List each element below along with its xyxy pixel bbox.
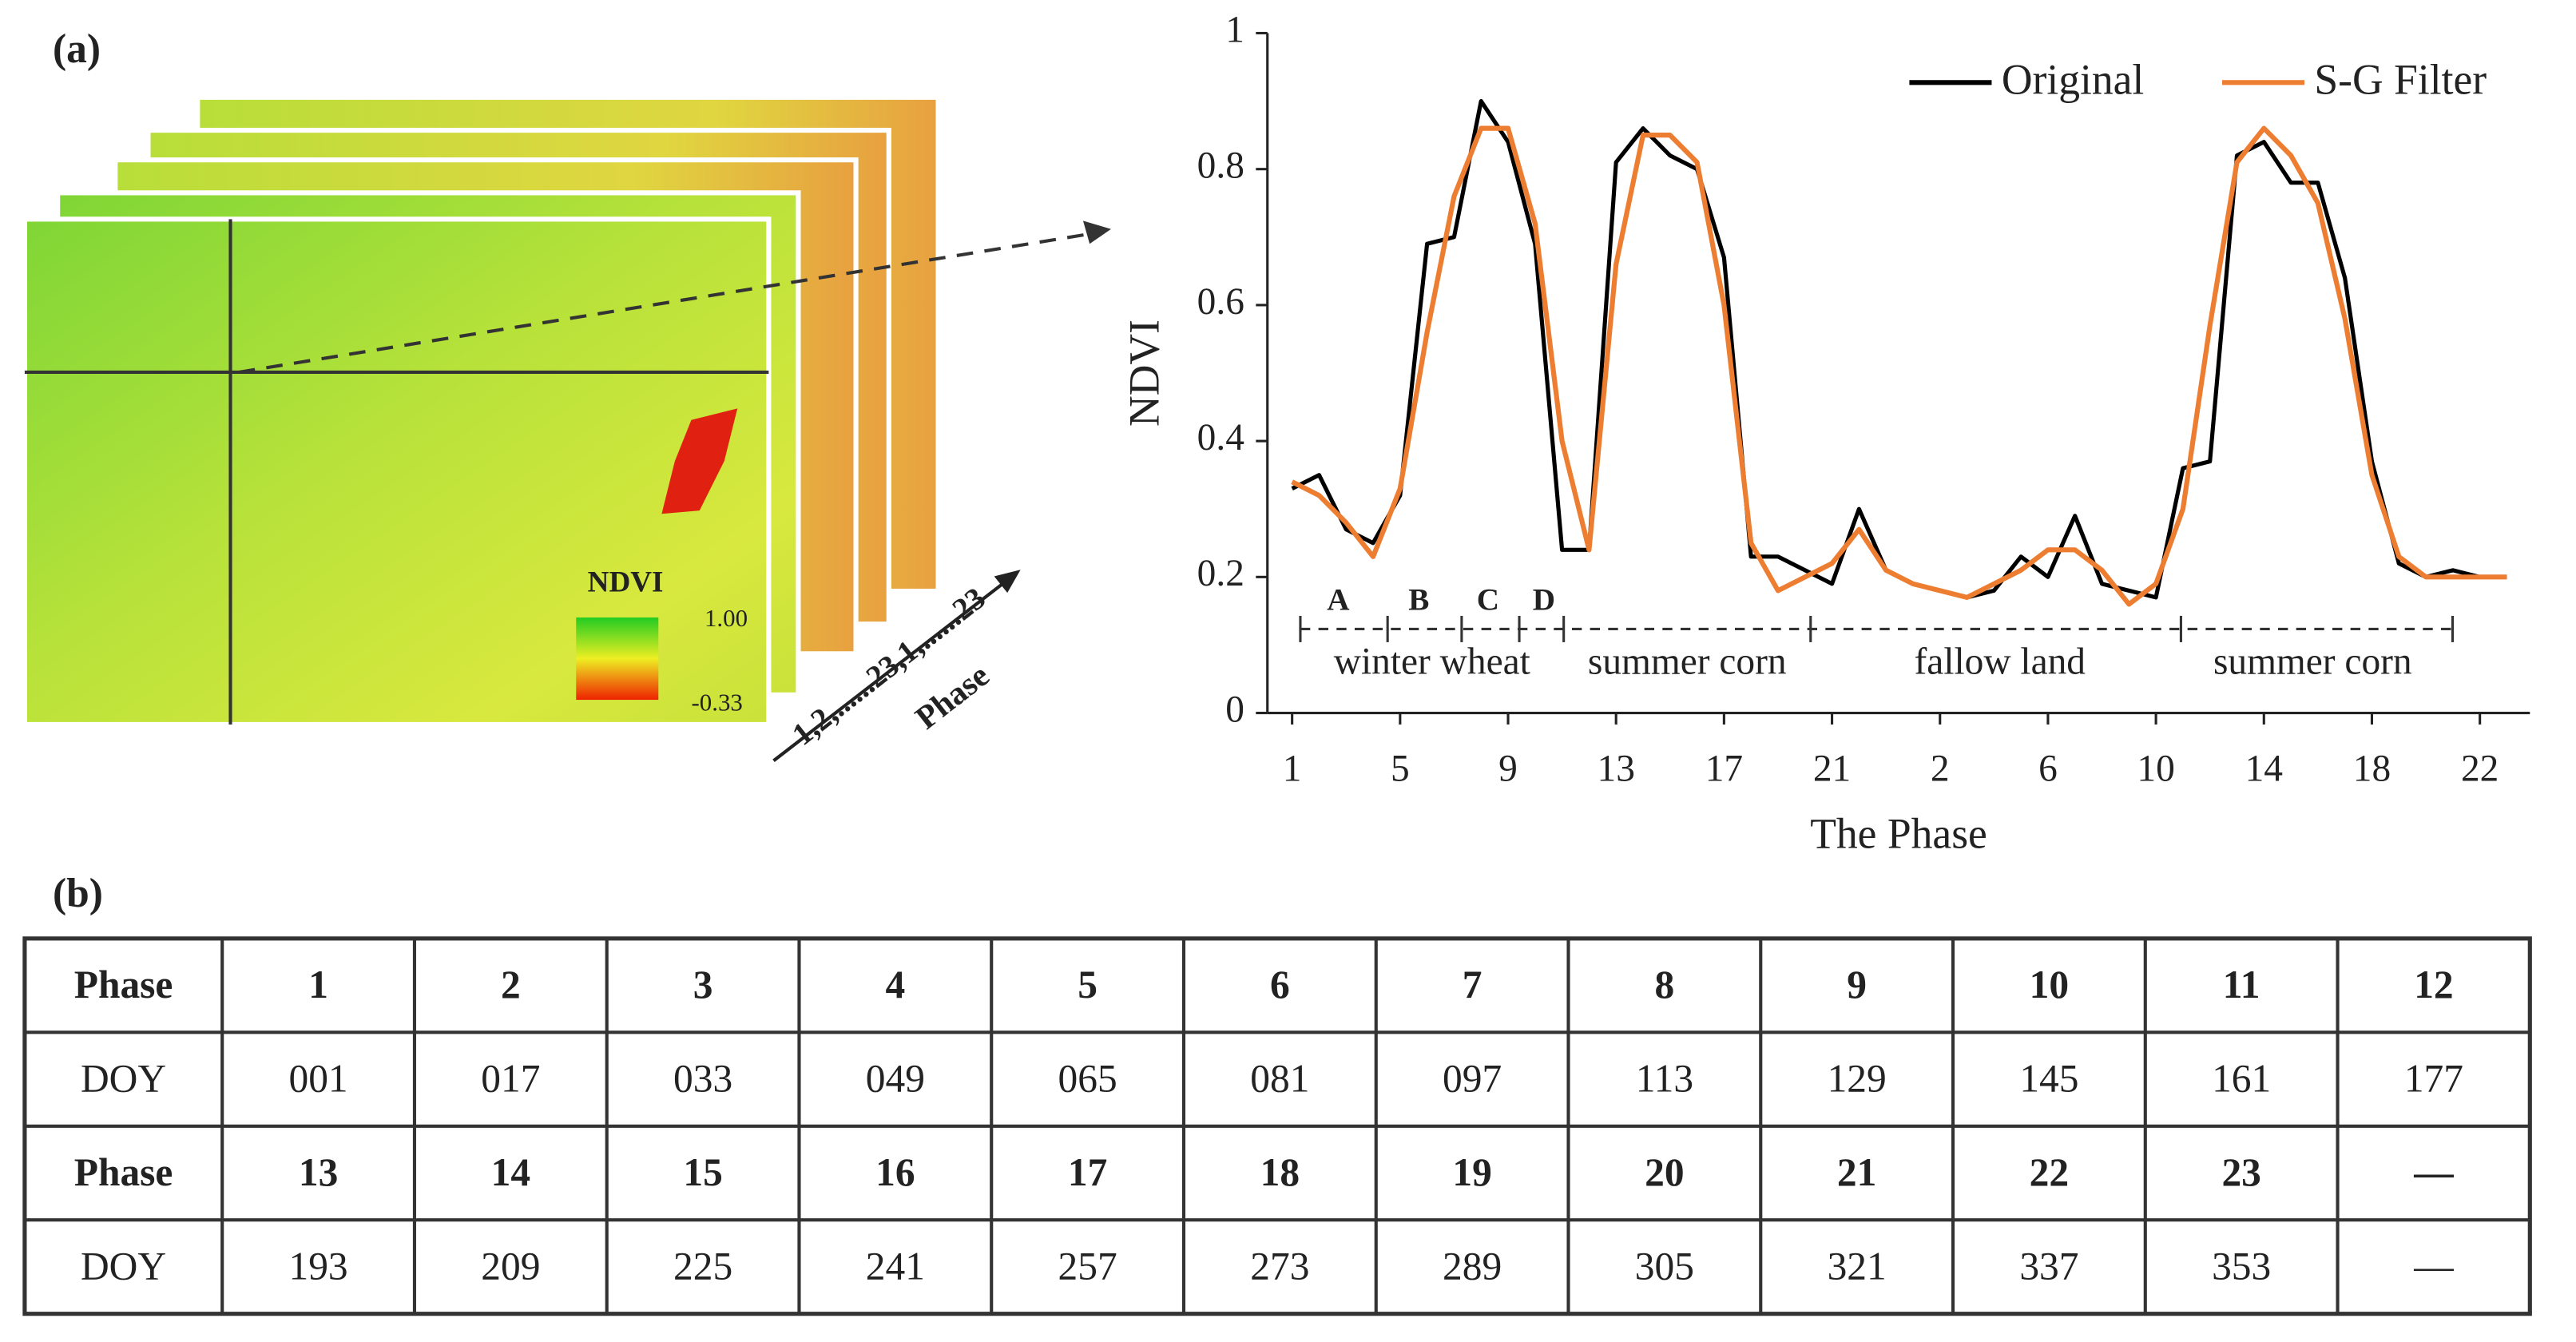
colorbar-min: -0.33 (691, 688, 742, 716)
x-tick-label: 1 (1283, 748, 1302, 790)
table-cell: — (2413, 1150, 2454, 1194)
table-cell: DOY (81, 1057, 166, 1101)
stage-label: A (1327, 582, 1349, 617)
table-cell: 209 (481, 1244, 540, 1288)
y-tick-label: 1 (1225, 9, 1244, 50)
table-cell: 193 (288, 1244, 347, 1288)
table-cell: 049 (866, 1057, 925, 1101)
table-cell: 065 (1058, 1057, 1117, 1101)
colorbar-max: 1.00 (705, 604, 748, 632)
table-cell: 257 (1058, 1244, 1117, 1288)
crop-label: fallow land (1915, 641, 2086, 683)
table-cell: 1 (308, 963, 328, 1007)
table-cell: 3 (693, 963, 713, 1007)
table-cell: 2 (501, 963, 521, 1007)
table-cell: 6 (1270, 963, 1290, 1007)
table-cell: 113 (1636, 1057, 1693, 1101)
table-cell: 16 (875, 1150, 915, 1194)
table-cell: 337 (2019, 1244, 2078, 1288)
x-tick-label: 6 (2038, 748, 2058, 790)
series-line (1291, 125, 2507, 607)
table-cell: 5 (1078, 963, 1097, 1007)
table-cell: 145 (2019, 1057, 2078, 1101)
table-cell: 033 (673, 1057, 732, 1101)
table-cell: 23 (2221, 1150, 2260, 1194)
table-cell: 321 (1828, 1244, 1887, 1288)
stage-label: B (1408, 582, 1429, 617)
y-tick-label: 0.4 (1197, 417, 1244, 459)
crop-label: winter wheat (1334, 641, 1530, 683)
table-cell: 097 (1443, 1057, 1502, 1101)
x-tick-label: 9 (1498, 748, 1518, 790)
x-tick-label: 13 (1598, 748, 1635, 790)
table-cell: 18 (1260, 1150, 1300, 1194)
table-cell: 001 (288, 1057, 347, 1101)
line-chart: 0 0.2 0.4 0.6 0.8 1 1 5 9 13 17 21 2 6 10 14 18 22 NDVI The… (1121, 9, 2530, 857)
y-tick-label: 0.8 (1197, 145, 1244, 187)
table-cell: 129 (1828, 1057, 1887, 1101)
table-cell: DOY (81, 1244, 166, 1288)
x-tick-label: 22 (2461, 748, 2499, 790)
y-axis-title: NDVI (1121, 320, 1169, 427)
table-cell: 289 (1443, 1244, 1502, 1288)
table-cell: 081 (1250, 1057, 1309, 1101)
table-cell: 353 (2212, 1244, 2271, 1288)
table-cell: — (2413, 1244, 2454, 1288)
stage-label: C (1477, 582, 1499, 617)
table-cell: 177 (2404, 1057, 2463, 1101)
table-cell: 15 (683, 1150, 722, 1194)
table-cell: 305 (1635, 1244, 1694, 1288)
image-stack (22, 94, 1111, 762)
table-cell: 13 (299, 1150, 338, 1194)
series-line (1291, 99, 2507, 600)
x-axis-title: The Phase (1810, 809, 1987, 857)
panel-label: (b) (53, 871, 103, 916)
x-tick-label: 21 (1813, 748, 1851, 790)
legend-label: S-G Filter (2314, 56, 2487, 104)
table-cell: 273 (1250, 1244, 1309, 1288)
x-tick-label: 14 (2245, 748, 2283, 790)
table-cell: 22 (2030, 1150, 2069, 1194)
crop-label: summer corn (1588, 641, 1787, 683)
x-tick-label: 2 (1931, 748, 1950, 790)
table-cell: 017 (481, 1057, 540, 1101)
crop-label: summer corn (2213, 641, 2412, 683)
table-cell: 225 (673, 1244, 732, 1288)
table-cell: 9 (1847, 963, 1867, 1007)
table-cell: 10 (2030, 963, 2069, 1007)
stage-label: D (1533, 582, 1555, 617)
table-cell: 11 (2223, 963, 2260, 1007)
y-tick-label: 0.2 (1197, 553, 1244, 594)
y-tick-label: 0.6 (1197, 281, 1244, 323)
table-cell: 21 (1837, 1150, 1876, 1194)
table-cell: 17 (1068, 1150, 1107, 1194)
x-tick-label: 10 (2137, 748, 2174, 790)
table-cell: 12 (2414, 963, 2453, 1007)
table-cell: 19 (1452, 1150, 1491, 1194)
x-tick-label: 18 (2353, 748, 2391, 790)
table-cell: 241 (866, 1244, 925, 1288)
stack-axis-title: Phase (908, 657, 995, 737)
x-tick-label: 5 (1391, 748, 1410, 790)
table-cell: 8 (1655, 963, 1675, 1007)
table-cell: 20 (1645, 1150, 1684, 1194)
table-cell: 161 (2212, 1057, 2271, 1101)
panel-label: (a) (53, 26, 101, 72)
x-tick-label: 17 (1705, 748, 1743, 790)
table-cell: Phase (74, 963, 173, 1007)
table-cell: 14 (491, 1150, 530, 1194)
table-cell: Phase (74, 1150, 173, 1194)
table-cell: 7 (1463, 963, 1482, 1007)
legend-label: Original (2002, 56, 2145, 104)
y-tick-label: 0 (1225, 689, 1244, 730)
table-cell: 4 (885, 963, 905, 1007)
colorbar-title: NDVI (588, 566, 664, 598)
